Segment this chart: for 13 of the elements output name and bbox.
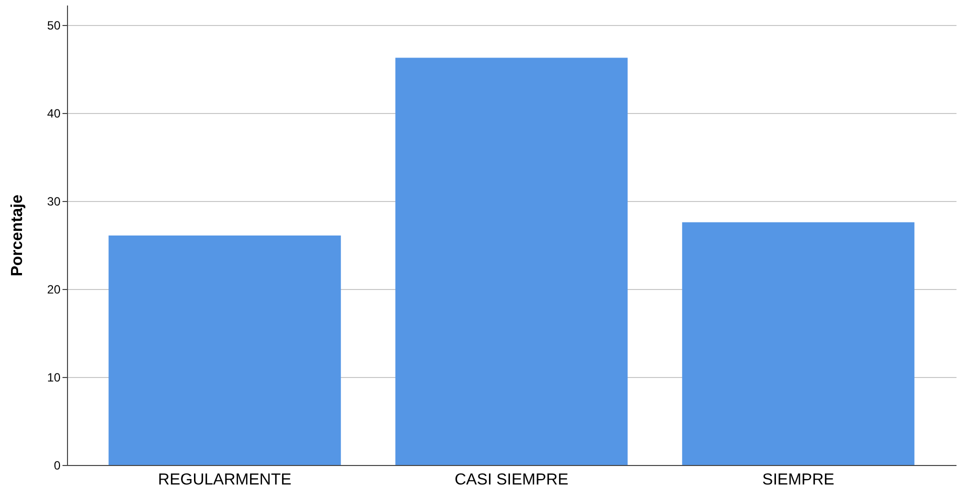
bar — [395, 58, 628, 465]
x-tick-label: REGULARMENTE — [158, 472, 292, 488]
y-tick-label: 30 — [47, 194, 61, 209]
y-tick-label: 40 — [47, 106, 61, 121]
y-tick-label: 10 — [47, 370, 61, 385]
bar — [682, 222, 914, 465]
bar — [108, 235, 341, 465]
x-tick-label: CASI SIEMPRE — [454, 472, 568, 488]
y-axis-title: Porcentaje — [9, 194, 26, 276]
y-tick-label: 50 — [47, 18, 61, 33]
y-tick-label: 20 — [47, 282, 61, 297]
x-tick-label: SIEMPRE — [762, 472, 834, 488]
y-tick-label: 0 — [54, 458, 61, 472]
